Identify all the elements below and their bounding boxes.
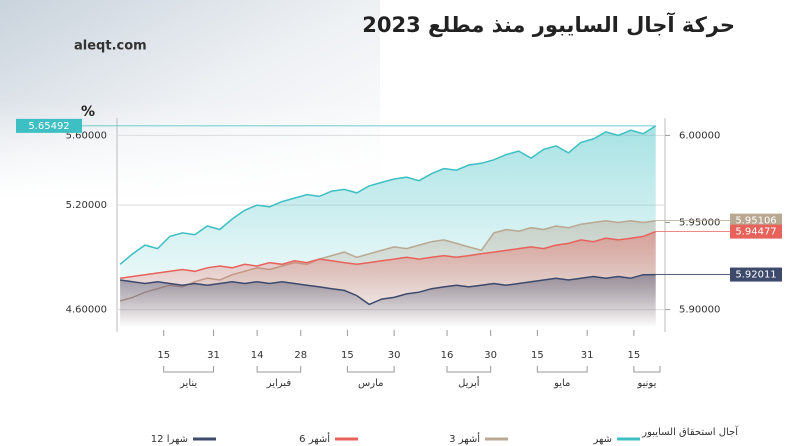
month-label: مايو (553, 378, 570, 389)
value-label-box (730, 267, 782, 282)
series-line (119, 230, 656, 279)
series-line (119, 273, 656, 306)
legend-title: آجال استحقاق السايبور (641, 425, 739, 438)
month-bracket (256, 366, 302, 373)
x-tick-label: 15 (157, 350, 170, 361)
x-tick-label: 28 (294, 350, 307, 361)
x-tick-label: 30 (388, 350, 401, 361)
y-tick-label: 5.60000 (66, 130, 107, 141)
y2-tick-label: 5.95000 (679, 218, 720, 229)
month-bracket (346, 366, 395, 373)
month-label: فبراير (266, 378, 292, 389)
x-tick-label: 15 (531, 350, 544, 361)
legend-label: شهر (592, 434, 612, 445)
x-tick-label: 15 (627, 350, 640, 361)
background-fade (0, 100, 380, 200)
legend-label: 6 أشهر (299, 432, 330, 445)
value-label: 5.65492 (28, 121, 69, 132)
value-label: 5.95106 (735, 216, 776, 227)
x-tick-label: 16 (441, 350, 454, 361)
y2-tick-label: 5.90000 (679, 305, 720, 316)
month-label: يونيو (636, 378, 656, 389)
series-line (119, 125, 657, 265)
value-label-box (730, 213, 782, 228)
month-bracket (446, 366, 492, 373)
y2-tick-label: 6.00000 (679, 130, 720, 141)
area-fill (120, 274, 656, 327)
legend-label: 12 شهرا (151, 434, 188, 445)
y-tick-label: 5.20000 (66, 200, 107, 211)
value-label: 5.92011 (735, 270, 776, 281)
month-label: يناير (179, 378, 197, 389)
y-tick-label: 4.60000 (66, 305, 107, 316)
value-label-box (16, 118, 82, 133)
x-tick-label: 14 (251, 350, 264, 361)
x-tick-label: 31 (581, 350, 594, 361)
month-label: مارس (358, 378, 383, 389)
x-tick-label: 30 (484, 350, 497, 361)
y-unit: % (81, 104, 95, 120)
x-tick-label: 31 (207, 350, 220, 361)
x-tick-label: 15 (341, 350, 354, 361)
month-label: أبريل (458, 376, 480, 389)
month-bracket (633, 366, 661, 373)
chart-title: حركة آجال السايبور منذ مطلع 2023 (362, 12, 735, 37)
value-label: 5.94477 (735, 227, 776, 238)
source: aleqt.com (74, 39, 147, 54)
value-label-box (730, 224, 782, 239)
month-bracket (163, 366, 215, 373)
month-bracket (536, 366, 588, 373)
legend-label: 3 أشهر (449, 432, 480, 445)
